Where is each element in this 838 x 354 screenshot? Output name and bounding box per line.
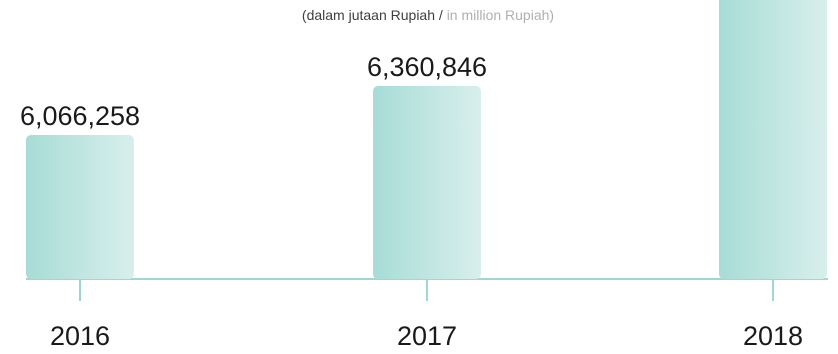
subtitle-indonesian: (dalam jutaan Rupiah / — [301, 7, 447, 23]
category-label-2018: 2018 — [743, 321, 803, 351]
category-label-2017: 2017 — [397, 321, 457, 351]
chart-subtitle: (dalam jutaan Rupiah / in million Rupiah… — [0, 6, 838, 24]
bar-2018 — [719, 0, 827, 279]
value-label-2017: 6,360,846 — [367, 52, 487, 82]
bar-2016 — [26, 135, 134, 279]
bar-2017 — [373, 86, 481, 280]
category-label-2016: 2016 — [50, 321, 110, 351]
value-label-2016: 6,066,258 — [20, 101, 140, 131]
subtitle-english: in million Rupiah) — [446, 7, 555, 23]
